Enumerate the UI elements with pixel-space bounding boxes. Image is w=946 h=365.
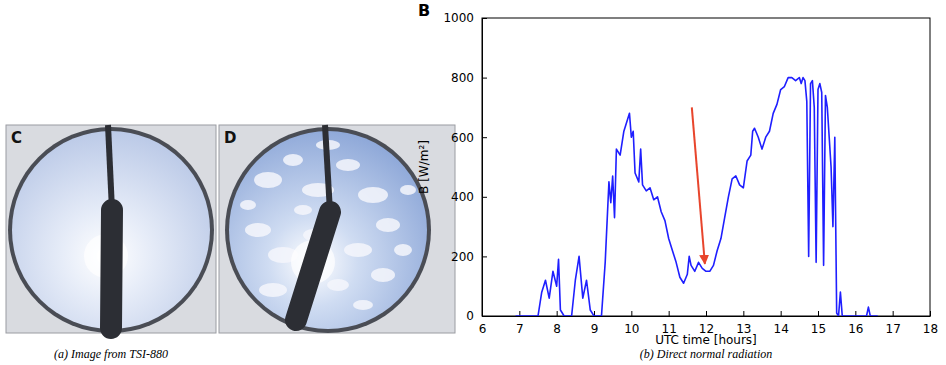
- x-tick-mark: [557, 311, 558, 316]
- y-tick-mark: [482, 316, 487, 317]
- x-tick: 17: [886, 311, 901, 336]
- y-tick: 1000: [443, 11, 487, 25]
- x-tick: 18: [923, 311, 938, 336]
- cloud: [358, 187, 388, 203]
- y-tick-mark: [482, 78, 487, 79]
- x-tick-mark: [893, 311, 894, 316]
- x-tick-label: 16: [848, 322, 863, 336]
- y-tick: 0: [466, 309, 487, 323]
- cloud: [283, 154, 303, 166]
- panel-label: B: [418, 1, 430, 20]
- x-tick: 7: [516, 311, 524, 336]
- x-tick: 14: [774, 311, 789, 336]
- x-tick: 10: [624, 311, 639, 336]
- x-tick: 8: [553, 311, 561, 336]
- x-tick-mark: [631, 311, 632, 316]
- shadow-band: [111, 210, 112, 328]
- y-tick-label: 1000: [443, 11, 474, 25]
- x-tick-label: 14: [774, 322, 789, 336]
- cloud: [344, 243, 372, 257]
- x-tick-label: 6: [479, 322, 487, 336]
- x-tick-label: 7: [516, 322, 524, 336]
- x-tick: 13: [736, 311, 751, 336]
- x-tick-mark: [818, 311, 819, 316]
- cloud: [376, 218, 400, 232]
- cloud: [327, 279, 349, 291]
- y-tick-mark: [482, 18, 487, 19]
- y-tick-mark: [482, 256, 487, 257]
- cloud: [400, 185, 416, 195]
- y-tick-label: 400: [451, 190, 474, 204]
- x-tick-label: 18: [923, 322, 938, 336]
- cloud: [294, 205, 312, 215]
- x-tick-label: 17: [886, 322, 901, 336]
- y-tick-mark: [482, 197, 487, 198]
- y-tick: 200: [451, 250, 487, 264]
- cloud: [394, 244, 412, 256]
- x-tick-mark: [669, 311, 670, 316]
- x-tick-mark: [930, 311, 931, 316]
- cloud: [353, 300, 373, 310]
- y-axis: 0 200 400 600 800 1000: [443, 11, 487, 323]
- image-frame: [219, 125, 455, 333]
- shadow-arm: [108, 125, 112, 210]
- caption: (b) Direct normal radiation: [640, 347, 773, 361]
- x-tick-label: 15: [811, 322, 826, 336]
- x-tick: 9: [591, 311, 599, 336]
- cloud: [336, 159, 360, 171]
- sky-image: D: [219, 125, 455, 333]
- plot-frame: [482, 18, 930, 316]
- plot-area: [516, 78, 878, 316]
- y-tick-label: 0: [466, 309, 474, 323]
- figure: C D 6 7 8 9 10 11 12 13 14 15 16 17 18 0 200 400 600 800 100…: [0, 0, 946, 365]
- x-tick-mark: [743, 311, 744, 316]
- cloud: [254, 172, 282, 188]
- x-tick: 16: [848, 311, 863, 336]
- y-tick-label: 600: [451, 131, 474, 145]
- y-axis-title: B [W/m²]: [417, 140, 431, 194]
- x-tick-label: 8: [553, 322, 561, 336]
- y-tick-label: 200: [451, 250, 474, 264]
- cloud: [371, 268, 395, 282]
- y-tick-label: 800: [451, 71, 474, 85]
- x-tick-label: 9: [591, 322, 599, 336]
- x-tick: 12: [699, 311, 714, 336]
- x-tick-mark: [706, 311, 707, 316]
- annotation-arrow: [692, 107, 705, 263]
- x-tick-mark: [781, 311, 782, 316]
- cloud: [240, 200, 256, 210]
- x-tick: 15: [811, 311, 826, 336]
- x-tick: 11: [662, 311, 677, 336]
- y-axis-line: [482, 19, 483, 317]
- y-tick: 800: [451, 71, 487, 85]
- y-tick-mark: [482, 137, 487, 138]
- panel-label: C: [11, 129, 22, 147]
- data-line: [516, 78, 878, 316]
- sky-image: C: [6, 125, 216, 333]
- y-tick: 600: [451, 131, 487, 145]
- shadow-band: [296, 212, 330, 320]
- panel-label: D: [224, 129, 236, 147]
- cloud: [259, 283, 287, 297]
- shadow-arm: [325, 125, 330, 212]
- x-axis-title: UTC time [hours]: [655, 333, 757, 347]
- x-tick-label: 10: [624, 322, 639, 336]
- cloud: [245, 223, 271, 237]
- image-frame: [6, 125, 216, 333]
- caption: (a) Image from TSI-880: [54, 347, 168, 361]
- chart: 6 7 8 9 10 11 12 13 14 15 16 17 18 0 200 400 600 800 1000 U…: [417, 1, 938, 347]
- x-axis-line: [483, 316, 931, 317]
- y-tick: 400: [451, 190, 487, 204]
